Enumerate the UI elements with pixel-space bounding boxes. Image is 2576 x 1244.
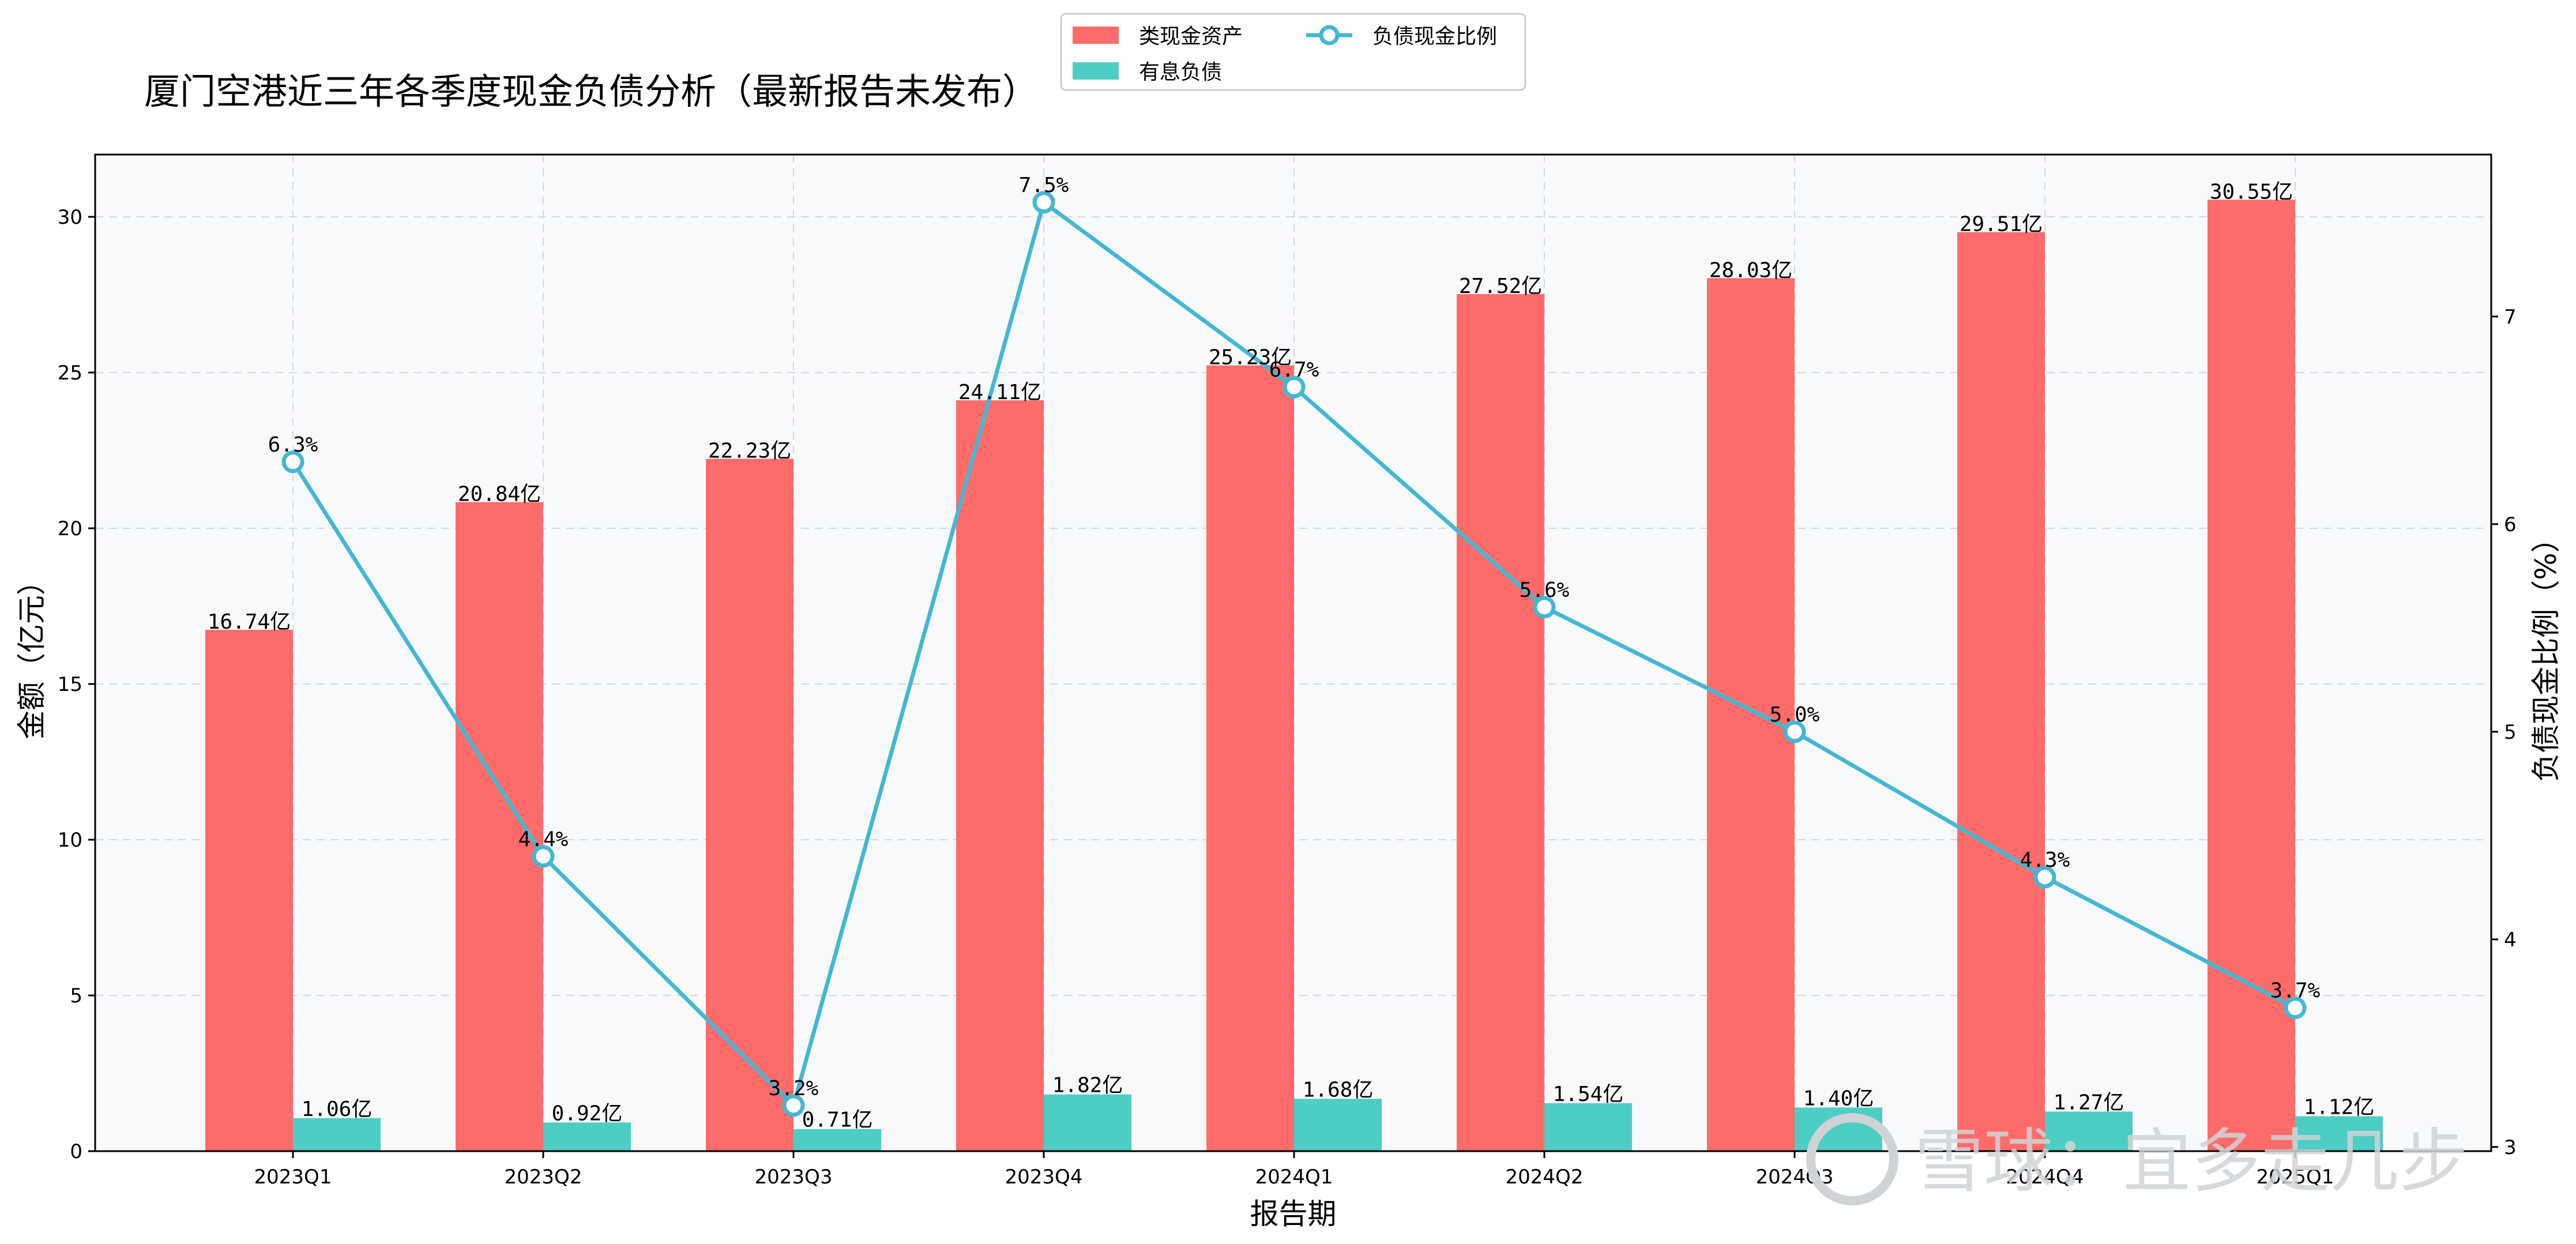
ratio-point <box>1283 375 1306 399</box>
y-tick-label-left: 0 <box>70 1140 82 1163</box>
data-label-cash-asset: 16.74亿 <box>208 610 291 634</box>
bar-interest-debt <box>1795 1107 1882 1151</box>
data-label-interest-debt: 1.82亿 <box>1052 1074 1123 1098</box>
legend-label-ratio: 负债现金比例 <box>1372 25 1497 48</box>
y-tick-label-left: 5 <box>70 984 82 1008</box>
data-label-interest-debt: 1.12亿 <box>2304 1096 2375 1119</box>
data-label-cash-asset: 30.55亿 <box>2210 180 2293 204</box>
data-label-interest-debt: 1.40亿 <box>1803 1087 1874 1110</box>
y-tick-label-right: 5 <box>2504 721 2517 744</box>
data-label-ratio: 3.7% <box>2270 979 2321 1003</box>
bars <box>205 200 2383 1152</box>
data-label-interest-debt: 0.92亿 <box>552 1102 623 1125</box>
data-label-ratio: 4.3% <box>2020 848 2070 872</box>
data-label-interest-debt: 1.68亿 <box>1303 1078 1374 1102</box>
data-label-ratio: 6.3% <box>268 433 318 457</box>
data-label-ratio: 5.0% <box>1770 703 1820 727</box>
x-tick-label: 2023Q2 <box>505 1166 582 1189</box>
bar-cash-asset <box>706 458 794 1151</box>
y-axis-right-ticks: 3 4 5 6 7 <box>2491 306 2517 1159</box>
y-axis-left-ticks: 0 5 10 15 20 25 30 <box>58 206 95 1163</box>
data-label-cash-asset: 20.84亿 <box>458 483 541 506</box>
data-label-interest-debt: 0.71亿 <box>802 1108 873 1132</box>
y-axis-right-label: 负债现金比例（%） <box>2529 524 2563 782</box>
legend-swatch-debt <box>1073 62 1119 80</box>
ratio-point <box>532 845 555 868</box>
bar-interest-debt <box>1044 1094 1131 1151</box>
x-tick-label: 2023Q3 <box>755 1166 833 1189</box>
y-tick-label-right: 4 <box>2504 929 2517 952</box>
watermark: 雪球：宜多走几步 <box>1806 1113 2468 1205</box>
data-labels: 16.74亿 1.06亿 20.84亿 0.92亿 22.23亿 0.71亿 24.11亿 1… <box>208 174 2375 1132</box>
data-label-ratio: 5.6% <box>1520 578 1570 602</box>
bar-cash-asset <box>205 630 293 1151</box>
x-tick-label: 2023Q1 <box>254 1166 332 1189</box>
data-label-ratio: 7.5% <box>1019 174 1069 197</box>
bar-cash-asset <box>1457 294 1544 1151</box>
bar-interest-debt <box>1544 1103 1632 1151</box>
snowball-logo-icon <box>1806 1113 1898 1205</box>
ratio-point <box>2284 997 2307 1020</box>
data-label-cash-asset: 22.23亿 <box>708 439 791 463</box>
bar-cash-asset <box>1707 278 1795 1151</box>
bar-cash-asset <box>1206 365 1294 1151</box>
x-axis-ticks: 2023Q1 2023Q2 2023Q3 2023Q4 2024Q1 2024Q2 2024… <box>254 1151 2334 1189</box>
data-label-interest-debt: 1.54亿 <box>1553 1083 1624 1106</box>
ratio-point <box>2033 866 2056 889</box>
ratio-point <box>1533 596 1556 619</box>
bar-interest-debt <box>2295 1116 2383 1151</box>
legend-label-cash: 类现金资产 <box>1139 25 1243 48</box>
ratio-point <box>782 1094 805 1117</box>
y-tick-label-left: 15 <box>58 673 82 696</box>
x-axis-label: 报告期 <box>1250 1197 1337 1231</box>
x-tick-label: 2024Q4 <box>2006 1166 2084 1189</box>
ratio-line <box>281 191 2307 1117</box>
data-label-interest-debt: 1.06亿 <box>302 1098 373 1121</box>
bar-cash-asset <box>456 502 543 1151</box>
bar-interest-debt <box>1294 1099 1382 1151</box>
bar-interest-debt <box>293 1118 381 1151</box>
bar-cash-asset <box>1957 232 2045 1152</box>
data-label-cash-asset: 25.23亿 <box>1209 346 1292 370</box>
y-tick-label-left: 20 <box>58 517 82 540</box>
ratio-point <box>1032 191 1055 214</box>
data-label-cash-asset: 28.03亿 <box>1709 258 1792 282</box>
y-tick-label-left: 25 <box>58 362 82 385</box>
legend-label-debt: 有息负债 <box>1139 61 1222 84</box>
legend-swatch-cash <box>1073 27 1119 44</box>
data-label-cash-asset: 24.11亿 <box>958 381 1041 404</box>
ratio-point <box>1783 720 1806 743</box>
legend-swatch-ratio-marker <box>1319 25 1340 46</box>
data-label-ratio: 3.2% <box>769 1077 819 1100</box>
x-tick-label: 2024Q1 <box>1255 1166 1333 1189</box>
bar-interest-debt <box>794 1129 881 1151</box>
x-tick-label: 2024Q2 <box>1506 1166 1584 1189</box>
ratio-point <box>281 450 304 473</box>
y-axis-left-label: 金额（亿元） <box>15 566 48 739</box>
y-tick-label-left: 30 <box>58 206 82 229</box>
bar-cash-asset <box>956 400 1044 1151</box>
legend-box <box>1060 13 1526 91</box>
data-label-interest-debt: 1.27亿 <box>2054 1091 2124 1114</box>
data-label-ratio: 4.4% <box>518 828 569 851</box>
x-tick-label: 2023Q4 <box>1005 1166 1083 1189</box>
y-tick-label-right: 7 <box>2504 306 2517 329</box>
x-tick-label: 2025Q1 <box>2257 1166 2334 1189</box>
watermark-text: 雪球：宜多走几步 <box>1915 1122 2468 1202</box>
data-label-cash-asset: 27.52亿 <box>1459 275 1542 298</box>
bar-cash-asset <box>2208 200 2295 1151</box>
legend: 类现金资产 有息负债 负债现金比例 <box>1060 13 1526 91</box>
bar-interest-debt <box>543 1122 631 1151</box>
y-tick-label-right: 6 <box>2504 513 2517 536</box>
y-tick-label-left: 10 <box>58 829 82 852</box>
chart-title: 厦门空港近三年各季度现金负债分析（最新报告未发布） <box>144 70 1038 112</box>
data-label-ratio: 6.7% <box>1269 358 1319 382</box>
data-label-cash-asset: 29.51亿 <box>1960 212 2043 236</box>
bar-interest-debt <box>2045 1111 2133 1151</box>
y-tick-label-right: 3 <box>2504 1136 2517 1159</box>
